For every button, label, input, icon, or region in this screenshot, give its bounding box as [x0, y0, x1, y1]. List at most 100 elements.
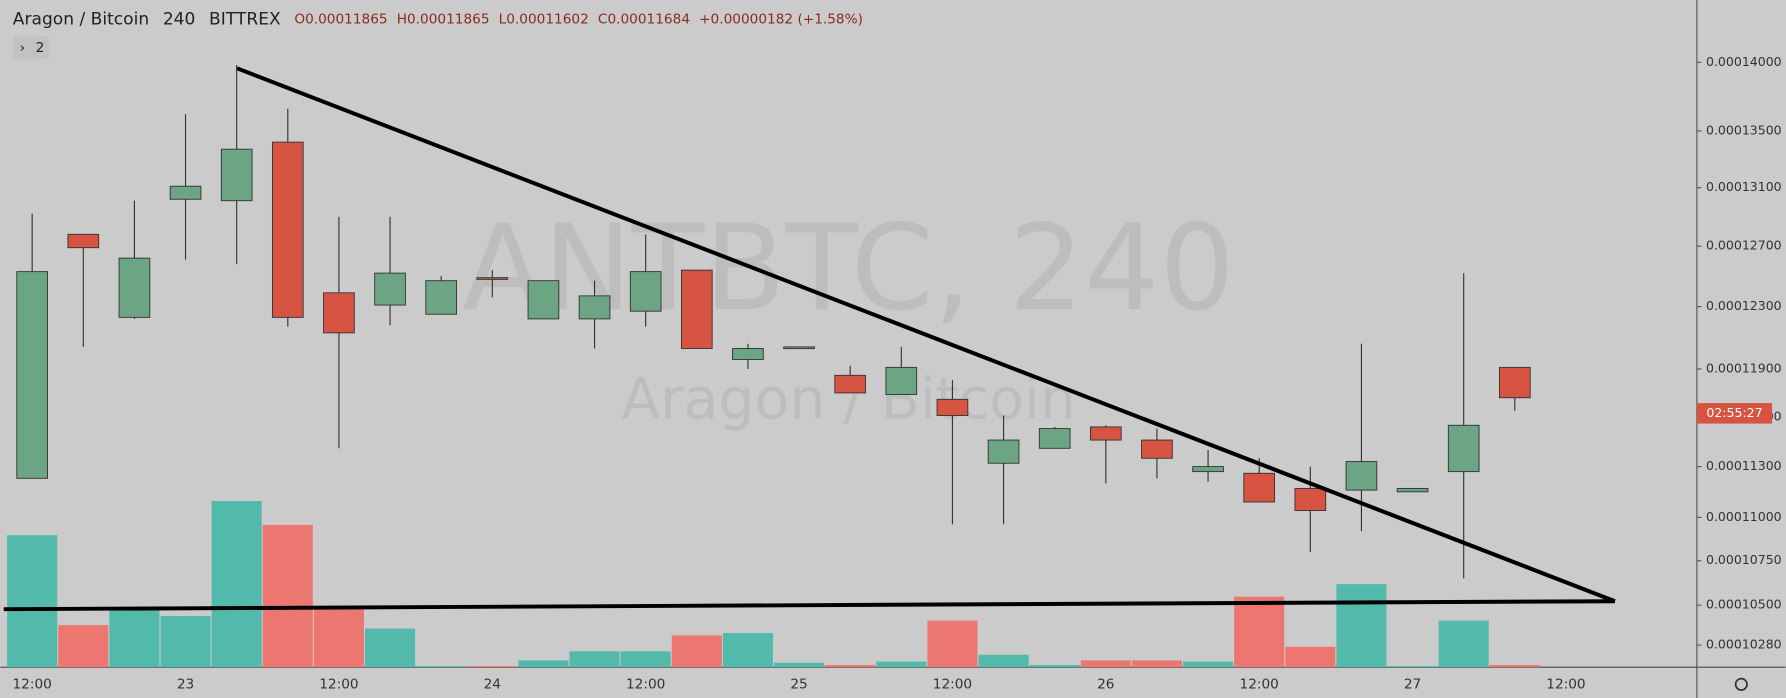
candle-body [732, 348, 764, 360]
candle-body [271, 141, 304, 318]
candle-body [1345, 461, 1378, 491]
candle-body [1396, 487, 1429, 493]
indicator-toggle[interactable] [12, 36, 50, 60]
y-tick-label: 0.00013500 [1706, 122, 1782, 137]
y-tick-label: 0.00012300 [1706, 298, 1782, 313]
x-tick-label: 24 [484, 676, 501, 692]
volume-bar [1489, 664, 1540, 668]
candle-body [834, 374, 867, 394]
candle-body [1498, 366, 1531, 399]
volume-bar [211, 501, 262, 668]
y-tick-label: 0.00010500 [1706, 597, 1782, 612]
volume-bar [671, 635, 722, 668]
y-tick-label: 0.00014000 [1706, 54, 1782, 69]
volume-bar [1336, 584, 1387, 668]
candle-body [118, 257, 151, 318]
candle-body [169, 185, 202, 200]
x-tick-label: 12:00 [12, 676, 51, 692]
candle-body [1192, 466, 1224, 473]
volume-bar [1285, 646, 1336, 668]
header-text: BITTREX [209, 9, 281, 29]
header-text: C0.00011684 [598, 11, 690, 27]
toggle-chevron: › [20, 40, 25, 56]
x-tick-label: 12:00 [933, 676, 972, 692]
candle-body [783, 346, 815, 350]
candle-body [885, 366, 918, 395]
candle-body [1243, 472, 1276, 503]
y-tick-label: 0.00012700 [1706, 238, 1782, 253]
y-tick-label: 0.00010750 [1706, 552, 1782, 567]
x-tick-label: 27 [1404, 676, 1421, 692]
volume-bar [58, 625, 109, 668]
volume-bar [1080, 660, 1131, 668]
candle-body [323, 292, 355, 334]
header-text: 240 [163, 9, 196, 29]
x-tick-label: 25 [790, 676, 807, 692]
watermark: ANTBTC, 240 [462, 199, 1234, 337]
volume-bar [313, 609, 364, 668]
volume-bar [467, 666, 518, 668]
header-text: +0.00000182 (+1.58%) [699, 11, 863, 27]
candle-body [527, 280, 560, 320]
volume-bar [1183, 661, 1234, 668]
x-tick-label: 26 [1097, 676, 1114, 692]
x-tick-label: 23 [177, 676, 194, 692]
candle-body [220, 148, 253, 202]
header-text: Aragon / Bitcoin [13, 9, 149, 29]
volume-bar [978, 654, 1029, 668]
candle-body [16, 271, 48, 479]
volume-bar [1387, 666, 1438, 668]
candle-body [374, 272, 406, 306]
header-text: L0.00011602 [499, 11, 589, 27]
header-text: O0.00011865 [294, 11, 387, 27]
y-tick-label: 0.00011300 [1706, 458, 1782, 473]
candle-body [67, 233, 100, 249]
y-tick-label: 0.00011000 [1706, 509, 1782, 524]
volume-bar [416, 666, 467, 668]
countdown: 02:55:27 [1706, 405, 1762, 420]
volume-bar [722, 633, 773, 668]
volume-bar [518, 660, 569, 668]
trend-line-lower [3, 599, 1615, 612]
candle-body [680, 269, 713, 349]
candle-body [1141, 439, 1173, 459]
volume-bar [365, 628, 416, 668]
candle-body [476, 277, 509, 280]
volume-bar [620, 651, 671, 668]
volume-bar [1029, 664, 1080, 668]
candle-body [578, 295, 611, 320]
candle-body [936, 398, 969, 416]
volume-bar [7, 535, 58, 668]
volume-bar [109, 609, 160, 668]
volume-bar [1131, 660, 1182, 668]
volume-bar [262, 524, 313, 668]
x-tick-label: 12:00 [1546, 676, 1585, 692]
header-text: H0.00011865 [397, 11, 490, 27]
candle-body [1294, 487, 1327, 511]
candle-body [987, 439, 1020, 464]
y-tick-label: 0.00013100 [1706, 179, 1782, 194]
volume-bar [927, 620, 978, 668]
x-tick-label: 12:00 [626, 676, 665, 692]
volume-bar [160, 616, 211, 668]
toggle-count: 2 [36, 40, 45, 56]
volume-bar [569, 651, 620, 668]
candle-layer [16, 65, 1531, 579]
legend-header: Aragon / Bitcoin 240 BITTREX O0.00011865 H0.… [13, 9, 863, 29]
x-tick-label: 12:00 [1240, 676, 1279, 692]
settings-icon[interactable] [1734, 677, 1748, 691]
trend-line-upper [236, 66, 1616, 604]
candle-body [629, 271, 662, 312]
countdown-box [1696, 403, 1773, 424]
time-axis: 12:00 23 12:00 24 12:00 25 12:00 26 12:00 27 12:00 [12, 676, 1585, 692]
candle-body [1089, 426, 1122, 441]
x-tick-label: 12:00 [319, 676, 358, 692]
volume-layer [7, 501, 1540, 668]
candle-body [425, 280, 458, 315]
volume-bar [774, 662, 825, 668]
volume-bar [876, 661, 927, 668]
volume-bar [825, 664, 876, 668]
candle-body [1038, 428, 1071, 449]
